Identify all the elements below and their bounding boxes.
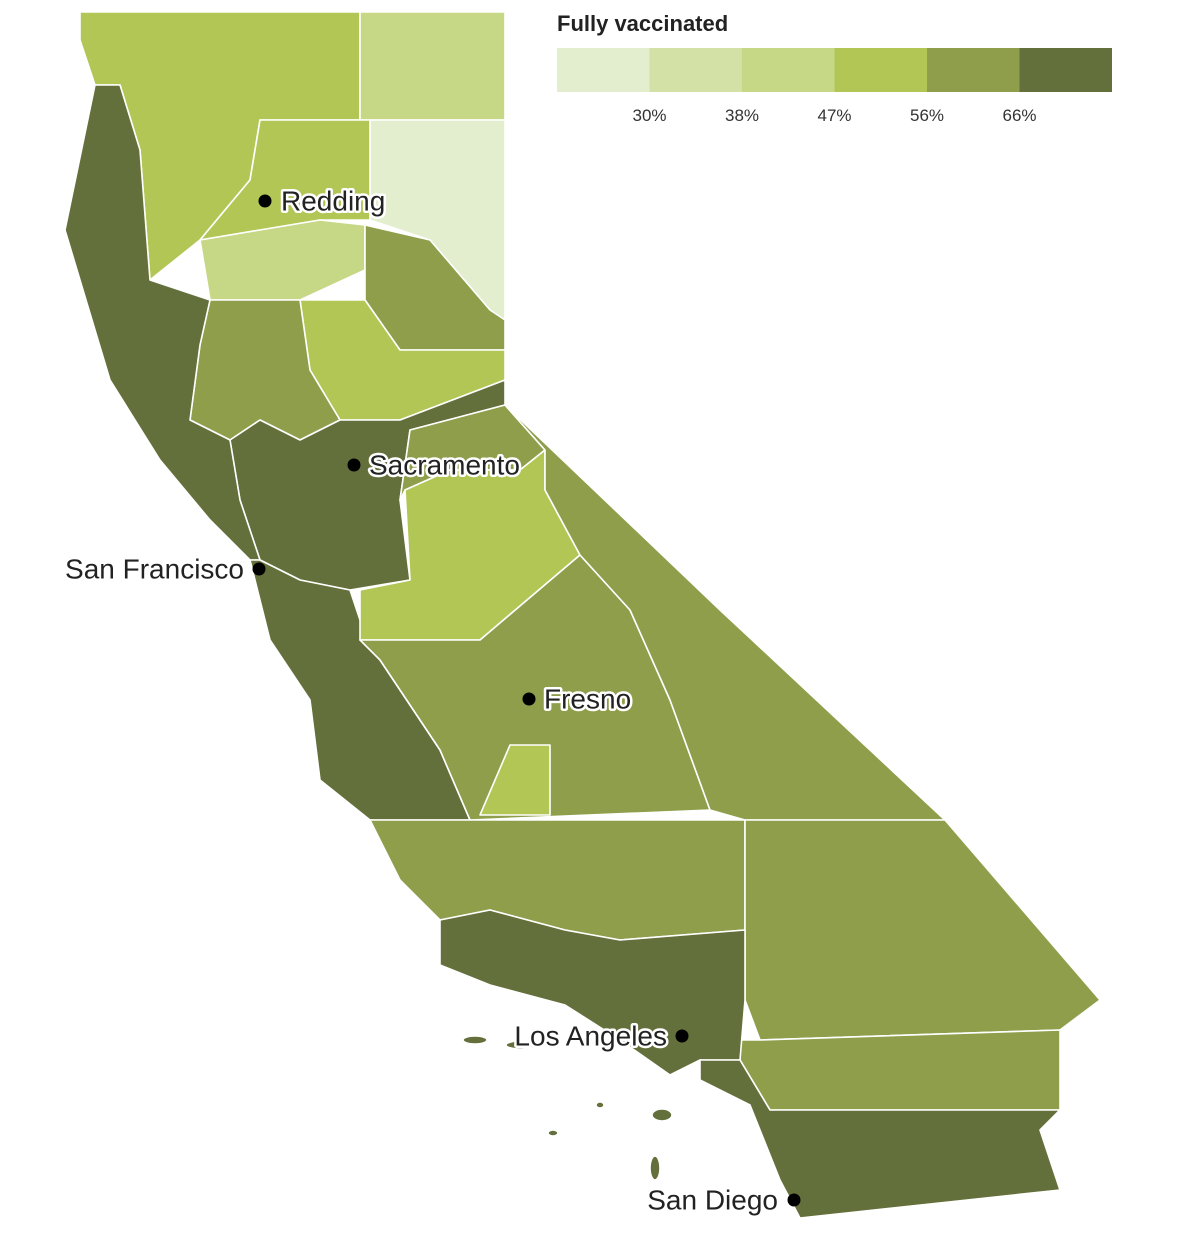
legend-swatch: [649, 48, 742, 92]
island: [649, 1155, 661, 1181]
city-dot: [258, 194, 272, 208]
city-label: San Diego: [647, 1184, 778, 1215]
island: [547, 1129, 559, 1137]
city-dot: [787, 1193, 801, 1207]
island: [462, 1035, 488, 1045]
city-dot: [522, 692, 536, 706]
county-region: [64, 84, 261, 561]
legend-tick-label: 38%: [725, 106, 759, 125]
city-label: Fresno: [544, 683, 631, 714]
city-label: San Francisco: [65, 553, 244, 584]
counties: [64, 11, 1101, 1219]
island: [595, 1101, 605, 1109]
legend: Fully vaccinated 30% 38% 47% 56% 66%: [557, 11, 1112, 125]
county-region: [504, 404, 946, 821]
county-region: [359, 11, 506, 121]
legend-swatch: [834, 48, 927, 92]
legend-tick-label: 56%: [910, 106, 944, 125]
legend-swatch: [1019, 48, 1112, 92]
island: [651, 1108, 673, 1122]
city-label: Los Angeles: [514, 1020, 667, 1051]
legend-tick-label: 30%: [632, 106, 666, 125]
city-dot: [675, 1029, 689, 1043]
legend-title: Fully vaccinated: [557, 11, 728, 36]
city-label: Redding: [281, 185, 385, 216]
legend-swatch: [742, 48, 835, 92]
city-dot: [347, 458, 361, 472]
legend-tick-label: 47%: [817, 106, 851, 125]
legend-swatch: [927, 48, 1020, 92]
county-region: [479, 744, 551, 816]
county-region: [744, 819, 1101, 1041]
city-dot: [252, 562, 266, 576]
county-region: [739, 1029, 1061, 1111]
island: [505, 1040, 535, 1050]
legend-swatch: [557, 48, 650, 92]
county-region: [369, 819, 746, 941]
city-label: Sacramento: [369, 449, 520, 480]
county-region: [699, 1059, 1061, 1219]
legend-tick-label: 66%: [1002, 106, 1036, 125]
cities: Redding Sacramento San Francisco Fresno …: [63, 183, 801, 1218]
